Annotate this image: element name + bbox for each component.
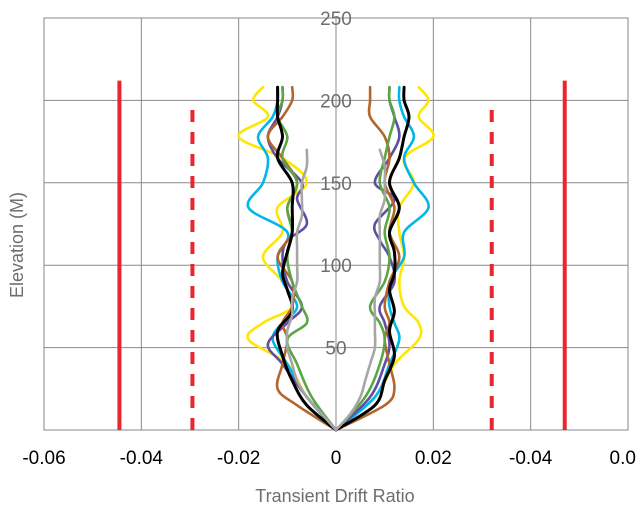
x-tick-label: -0.06 — [22, 448, 65, 469]
x-tick-label: -0.04 — [120, 448, 164, 469]
series-7-left-line — [285, 148, 338, 432]
series-5-right-line — [334, 85, 396, 432]
x-tick-label: -0.02 — [217, 448, 260, 469]
series-4-right-line — [334, 85, 401, 432]
x-tick-label: -0.04 — [509, 448, 553, 469]
y-tick-label: 100 — [320, 256, 352, 277]
series-4-left-line — [266, 85, 338, 432]
x-tick-label: 0 — [331, 448, 342, 469]
series-6-right-line — [334, 85, 411, 432]
series-lines — [237, 85, 435, 432]
y-tick-label: 50 — [325, 339, 346, 360]
series-1-left-line — [237, 85, 338, 432]
limit-lines — [117, 80, 567, 430]
y-tick-labels: 50 100 150 200 250 — [320, 9, 352, 360]
series-1-right-line — [334, 85, 435, 432]
grid — [43, 17, 629, 431]
x-tick-label: 0.06 — [610, 448, 636, 469]
series-7-right-line — [334, 148, 387, 432]
series-2-right-line — [334, 85, 430, 432]
series-6-left-line — [275, 85, 338, 432]
x-tick-label: 0.02 — [415, 448, 452, 469]
y-axis-label: Elevation (M) — [7, 192, 27, 298]
y-tick-label: 200 — [320, 91, 352, 112]
x-tick-labels: -0.06 -0.04 -0.02 0 0.02 -0.04 0.06 — [22, 448, 636, 469]
y-tick-label: 150 — [320, 174, 352, 195]
y-tick-label: 250 — [320, 9, 352, 30]
x-axis-label: Transient Drift Ratio — [255, 486, 414, 506]
